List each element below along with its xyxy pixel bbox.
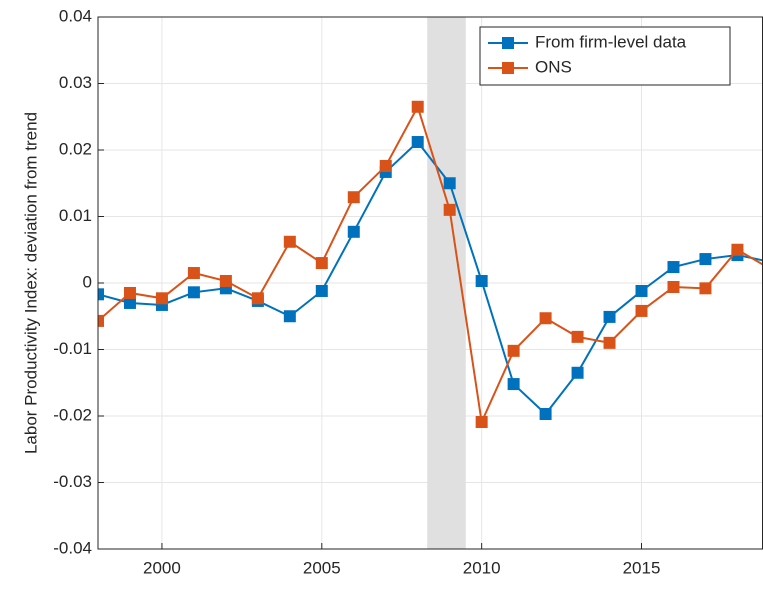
marker bbox=[571, 366, 584, 379]
marker bbox=[411, 136, 424, 149]
marker bbox=[539, 408, 552, 421]
legend-marker bbox=[502, 37, 514, 49]
marker bbox=[667, 280, 680, 293]
marker bbox=[347, 225, 360, 238]
legend-label: From firm-level data bbox=[535, 32, 687, 51]
marker bbox=[411, 100, 424, 113]
marker bbox=[443, 177, 456, 190]
y-tick-label: 0.03 bbox=[59, 73, 92, 92]
marker bbox=[731, 243, 744, 256]
marker bbox=[603, 336, 616, 349]
x-tick-label: 2010 bbox=[463, 558, 501, 577]
y-tick-label: -0.02 bbox=[53, 405, 92, 424]
marker bbox=[475, 415, 488, 428]
marker bbox=[219, 275, 232, 288]
y-tick-label: 0 bbox=[83, 272, 92, 291]
y-tick-label: -0.01 bbox=[53, 339, 92, 358]
marker bbox=[283, 235, 296, 248]
marker bbox=[507, 378, 520, 391]
y-tick-label: 0.01 bbox=[59, 206, 92, 225]
x-tick-label: 2015 bbox=[623, 558, 661, 577]
marker bbox=[571, 330, 584, 343]
marker bbox=[315, 284, 328, 297]
y-tick-label: -0.03 bbox=[53, 472, 92, 491]
marker bbox=[443, 203, 456, 216]
y-tick-label: 0.04 bbox=[59, 6, 92, 25]
marker bbox=[155, 292, 168, 305]
marker bbox=[98, 314, 104, 327]
marker bbox=[251, 292, 264, 305]
marker bbox=[507, 344, 520, 357]
x-tick-label: 2005 bbox=[303, 558, 341, 577]
marker bbox=[699, 253, 712, 266]
legend-box bbox=[479, 26, 731, 86]
marker bbox=[123, 296, 136, 309]
legend-marker bbox=[502, 62, 514, 74]
marker bbox=[475, 275, 488, 288]
marker bbox=[315, 257, 328, 270]
series-group bbox=[98, 100, 763, 428]
marker bbox=[187, 286, 200, 299]
marker bbox=[98, 288, 104, 301]
marker bbox=[539, 312, 552, 325]
y-tick-label: 0.02 bbox=[59, 139, 92, 158]
y-axis-label: Labor Productivity Index: deviation from… bbox=[21, 112, 40, 454]
marker bbox=[635, 284, 648, 297]
marker bbox=[283, 310, 296, 323]
series-line bbox=[98, 104, 763, 426]
marker bbox=[635, 304, 648, 317]
marker bbox=[699, 282, 712, 295]
marker bbox=[603, 310, 616, 323]
marker bbox=[187, 267, 200, 280]
legend-label: ONS bbox=[535, 57, 572, 76]
x-tick-label: 2000 bbox=[143, 558, 181, 577]
marker bbox=[379, 159, 392, 172]
marker bbox=[347, 191, 360, 204]
series-line bbox=[98, 140, 763, 416]
marker bbox=[123, 286, 136, 299]
y-tick-label: -0.04 bbox=[53, 538, 92, 557]
marker bbox=[667, 261, 680, 274]
recession-band-overlay bbox=[427, 17, 466, 549]
